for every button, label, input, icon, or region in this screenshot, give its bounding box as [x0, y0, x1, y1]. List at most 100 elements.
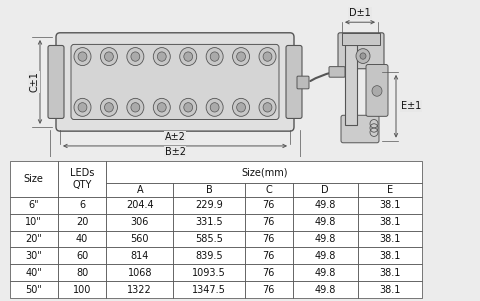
FancyBboxPatch shape	[56, 33, 294, 131]
Circle shape	[360, 53, 366, 59]
FancyBboxPatch shape	[341, 115, 379, 143]
Bar	[245, 214, 293, 231]
Text: 49.8: 49.8	[314, 268, 336, 278]
Bar	[107, 161, 422, 183]
Bar	[58, 247, 107, 264]
Bar	[10, 214, 58, 231]
FancyBboxPatch shape	[366, 64, 388, 116]
Text: 306: 306	[131, 217, 149, 227]
Bar	[342, 33, 380, 45]
Bar	[173, 183, 245, 197]
Text: D: D	[322, 185, 329, 195]
Text: 49.8: 49.8	[314, 200, 336, 210]
Circle shape	[157, 52, 166, 61]
Circle shape	[157, 103, 166, 112]
Text: B: B	[205, 185, 212, 195]
Bar	[173, 231, 245, 247]
Bar	[107, 247, 173, 264]
Text: A: A	[136, 185, 143, 195]
Bar	[58, 231, 107, 247]
FancyBboxPatch shape	[71, 45, 279, 119]
Bar	[173, 247, 245, 264]
Circle shape	[153, 98, 170, 116]
Text: 50": 50"	[25, 284, 42, 295]
Text: Size: Size	[24, 174, 44, 184]
Bar	[10, 161, 58, 197]
Bar	[293, 264, 358, 281]
Text: 814: 814	[131, 251, 149, 261]
Circle shape	[105, 103, 113, 112]
Circle shape	[210, 103, 219, 112]
Text: 76: 76	[263, 268, 275, 278]
Circle shape	[210, 52, 219, 61]
Text: 6: 6	[79, 200, 85, 210]
Bar	[293, 231, 358, 247]
Circle shape	[237, 52, 245, 61]
Text: 331.5: 331.5	[195, 217, 223, 227]
Circle shape	[184, 52, 192, 61]
Text: A±2: A±2	[165, 132, 185, 142]
Text: 10": 10"	[25, 217, 42, 227]
Bar	[293, 197, 358, 214]
Text: 20: 20	[76, 217, 88, 227]
Text: 839.5: 839.5	[195, 251, 223, 261]
Text: 38.1: 38.1	[379, 217, 400, 227]
Bar	[358, 231, 422, 247]
Bar	[58, 161, 107, 197]
Bar	[107, 214, 173, 231]
FancyBboxPatch shape	[48, 45, 64, 119]
Text: 6": 6"	[28, 200, 39, 210]
Bar	[358, 214, 422, 231]
Circle shape	[78, 52, 87, 61]
Text: 585.5: 585.5	[195, 234, 223, 244]
Text: 20": 20"	[25, 234, 42, 244]
Circle shape	[206, 48, 223, 66]
Text: 229.9: 229.9	[195, 200, 223, 210]
FancyBboxPatch shape	[329, 67, 345, 77]
Bar	[293, 183, 358, 197]
Text: 30": 30"	[25, 251, 42, 261]
Bar	[173, 197, 245, 214]
Text: 1093.5: 1093.5	[192, 268, 226, 278]
Text: 204.4: 204.4	[126, 200, 154, 210]
Text: 1068: 1068	[128, 268, 152, 278]
Circle shape	[356, 49, 370, 64]
Text: E±1: E±1	[401, 101, 421, 111]
Text: 38.1: 38.1	[379, 251, 400, 261]
Text: 1347.5: 1347.5	[192, 284, 226, 295]
Text: 40": 40"	[25, 268, 42, 278]
Circle shape	[180, 48, 197, 66]
Circle shape	[372, 86, 382, 96]
Text: 38.1: 38.1	[379, 284, 400, 295]
Circle shape	[100, 98, 118, 116]
Bar	[173, 214, 245, 231]
Text: Size(mm): Size(mm)	[241, 167, 288, 177]
Circle shape	[105, 52, 113, 61]
Bar	[107, 281, 173, 298]
Text: 76: 76	[263, 217, 275, 227]
Circle shape	[259, 98, 276, 116]
Text: 60: 60	[76, 251, 88, 261]
Text: 76: 76	[263, 200, 275, 210]
Bar	[107, 197, 173, 214]
Bar	[245, 264, 293, 281]
Bar	[358, 281, 422, 298]
Circle shape	[127, 48, 144, 66]
Bar	[10, 197, 58, 214]
Text: 38.1: 38.1	[379, 200, 400, 210]
Bar	[245, 281, 293, 298]
Text: B±2: B±2	[165, 147, 185, 157]
FancyBboxPatch shape	[338, 33, 384, 69]
Text: LEDs
QTY: LEDs QTY	[70, 168, 95, 190]
Circle shape	[153, 48, 170, 66]
Bar	[358, 197, 422, 214]
Bar	[245, 197, 293, 214]
Bar	[107, 183, 173, 197]
Bar	[10, 264, 58, 281]
Circle shape	[233, 48, 250, 66]
Circle shape	[180, 98, 197, 116]
Bar	[358, 264, 422, 281]
Circle shape	[263, 103, 272, 112]
Text: 38.1: 38.1	[379, 268, 400, 278]
Text: 49.8: 49.8	[314, 234, 336, 244]
